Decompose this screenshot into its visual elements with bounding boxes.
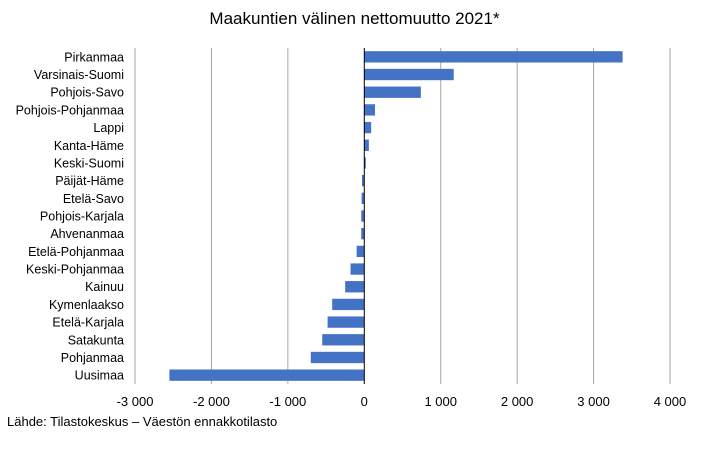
category-label: Varsinais-Suomi (34, 68, 124, 82)
bar (361, 174, 365, 187)
category-label: Pohjois-Karjala (40, 210, 124, 224)
x-tick-label: -2 000 (193, 394, 230, 409)
bar (169, 369, 365, 381)
bar (322, 334, 365, 346)
bar (361, 228, 365, 240)
category-label: Keski-Suomi (54, 156, 124, 170)
x-tick-label: -3 000 (117, 394, 154, 409)
category-label: Kanta-Häme (54, 139, 124, 153)
x-tick-label: 0 (361, 394, 368, 409)
category-label: Uusimaa (75, 369, 124, 383)
bar (332, 298, 365, 311)
category-label: Päijät-Häme (55, 174, 124, 188)
bar (364, 86, 421, 98)
bar (310, 351, 365, 364)
chart-title: Maakuntien välinen nettomuutto 2021* (209, 9, 500, 28)
bar (364, 68, 454, 81)
category-label: Pirkanmaa (64, 50, 124, 64)
category-label: Lappi (93, 121, 124, 135)
bar (327, 316, 365, 328)
bar (364, 121, 372, 134)
x-tick-label: 4 000 (654, 394, 687, 409)
x-tick-label: 3 000 (577, 394, 610, 409)
category-label: Kainuu (85, 280, 124, 294)
gridlines (134, 48, 671, 384)
bar (364, 157, 366, 169)
category-label: Pohjois-Savo (50, 86, 124, 100)
category-label: Satakunta (68, 333, 124, 347)
bars (169, 51, 623, 381)
bar (361, 210, 365, 222)
x-tick-label: 1 000 (424, 394, 457, 409)
category-label: Keski-Pohjanmaa (26, 263, 124, 277)
bar (345, 281, 365, 293)
category-label: Etelä-Karjala (52, 316, 124, 330)
category-label: Kymenlaakso (49, 298, 124, 312)
x-tick-labels: -3 000 -2 000 -1 000 0 1 000 2 000 3 000 4 000 (117, 394, 687, 409)
bar (350, 263, 365, 275)
bar (361, 192, 365, 204)
category-label: Pohjanmaa (61, 351, 124, 365)
category-label: Etelä-Savo (63, 192, 124, 206)
x-tick-label: 2 000 (501, 394, 534, 409)
bar (364, 51, 623, 63)
bar (356, 245, 365, 258)
bar (364, 104, 375, 116)
source-note: Lähde: Tilastokeskus – Väestön ennakkoti… (7, 414, 278, 429)
category-label: Etelä-Pohjanmaa (28, 245, 124, 259)
category-labels: Pirkanmaa Varsinais-Suomi Pohjois-Savo Pohj… (16, 50, 124, 382)
x-tick-label: -1 000 (269, 394, 306, 409)
category-label: Ahvenanmaa (50, 227, 124, 241)
category-label: Pohjois-Pohjanmaa (16, 103, 124, 117)
bar (364, 139, 369, 151)
